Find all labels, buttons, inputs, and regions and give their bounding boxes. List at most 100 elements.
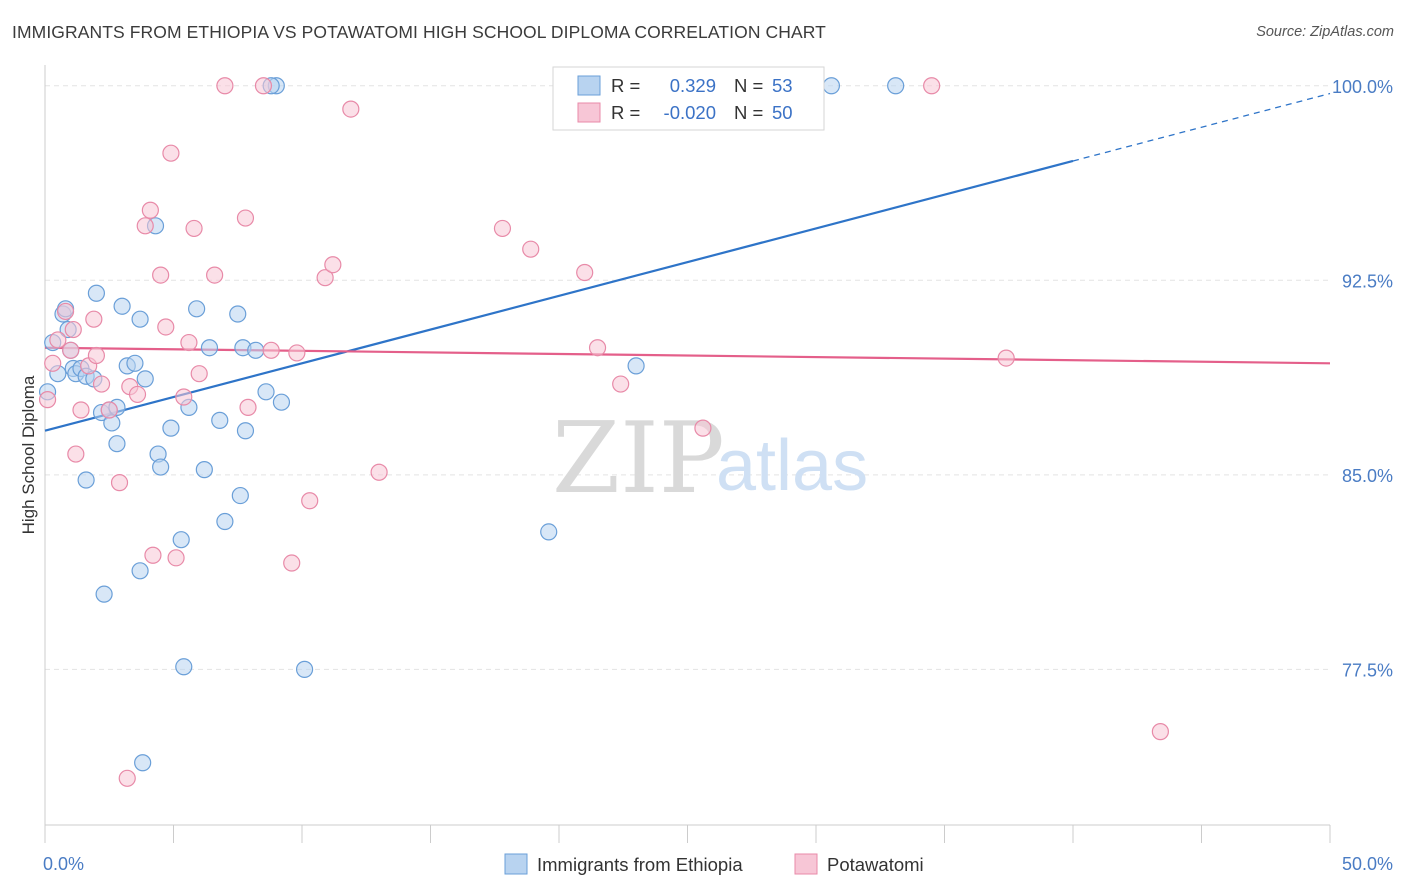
stats-r-value-ethiopia: 0.329 xyxy=(670,75,716,96)
gridlines xyxy=(45,85,1330,670)
stats-swatch-ethiopia xyxy=(577,75,601,96)
chart-source: Source: ZipAtlas.com xyxy=(1256,24,1394,40)
y-tick-label: 85.0% xyxy=(1342,466,1393,486)
trend-line-ethiopia-extension xyxy=(1072,92,1331,162)
point-potawatomi xyxy=(38,391,57,409)
point-potawatomi xyxy=(162,144,180,162)
point-ethiopia xyxy=(172,531,190,549)
point-potawatomi xyxy=(370,463,388,481)
point-potawatomi xyxy=(180,333,198,352)
point-ethiopia xyxy=(822,77,841,95)
point-potawatomi xyxy=(56,302,75,321)
point-potawatomi xyxy=(141,201,159,219)
point-ethiopia xyxy=(152,458,170,476)
point-ethiopia xyxy=(200,339,219,357)
stats-n-label-ethiopia: N = xyxy=(734,75,763,96)
point-potawatomi xyxy=(324,256,342,274)
point-potawatomi xyxy=(493,219,512,238)
point-potawatomi xyxy=(283,554,301,572)
point-potawatomi xyxy=(157,318,175,336)
point-potawatomi xyxy=(152,266,170,284)
point-potawatomi xyxy=(316,269,334,287)
x-tick-label: 0.0% xyxy=(43,854,84,874)
point-potawatomi xyxy=(100,401,118,419)
point-ethiopia xyxy=(272,393,291,411)
point-potawatomi xyxy=(144,546,162,564)
stats-n-label-potawatomi: N = xyxy=(734,102,763,123)
point-ethiopia xyxy=(175,658,193,676)
point-potawatomi xyxy=(128,385,147,404)
stats-legend-box: R = 0.329 N = 53 R = -0.020 N = 50 xyxy=(552,66,825,131)
point-potawatomi xyxy=(190,365,208,383)
point-ethiopia xyxy=(108,435,126,453)
y-tick-label: 92.5% xyxy=(1342,271,1393,291)
point-ethiopia xyxy=(257,383,275,401)
point-potawatomi xyxy=(342,100,360,118)
point-ethiopia xyxy=(540,523,558,541)
point-ethiopia xyxy=(95,585,113,603)
trend-line-ethiopia xyxy=(44,159,1074,432)
point-ethiopia xyxy=(211,411,229,429)
watermark: ZIP atlas xyxy=(552,402,868,516)
point-ethiopia xyxy=(162,419,180,437)
point-ethiopia xyxy=(295,660,314,678)
point-potawatomi xyxy=(239,398,257,416)
point-potawatomi xyxy=(522,240,540,258)
point-potawatomi xyxy=(87,346,106,365)
point-potawatomi xyxy=(588,339,607,357)
stats-r-value-potawatomi: -0.020 xyxy=(664,102,716,123)
y-tick-labels: 100.0% 92.5% 85.0% 77.5% xyxy=(1332,77,1393,681)
point-ethiopia xyxy=(126,354,144,372)
bottom-legend: Immigrants from Ethiopia Potawatomi xyxy=(504,853,924,875)
point-potawatomi xyxy=(64,320,82,339)
point-ethiopia xyxy=(216,512,234,531)
legend-label-ethiopia: Immigrants from Ethiopia xyxy=(537,854,743,875)
point-ethiopia xyxy=(247,341,265,359)
point-ethiopia xyxy=(77,471,95,489)
point-potawatomi xyxy=(110,474,129,492)
point-ethiopia xyxy=(134,754,152,772)
chart-title: IMMIGRANTS FROM ETHIOPIA VS POTAWATOMI H… xyxy=(12,22,826,42)
point-potawatomi xyxy=(136,217,154,235)
point-ethiopia xyxy=(229,305,247,323)
x-tick-label: 50.0% xyxy=(1342,854,1393,874)
x-tick-labels: 0.0% 50.0% xyxy=(43,854,1393,874)
y-axis-title: High School Diploma xyxy=(19,375,38,534)
stats-r-label-ethiopia: R = xyxy=(611,75,640,96)
point-potawatomi xyxy=(167,549,185,567)
point-ethiopia xyxy=(627,357,645,375)
point-potawatomi xyxy=(92,375,111,393)
point-ethiopia xyxy=(231,486,249,505)
point-ethiopia xyxy=(188,300,206,318)
trend-lines xyxy=(44,92,1331,432)
legend-label-potawatomi: Potawatomi xyxy=(827,854,924,875)
stats-swatch-potawatomi xyxy=(577,102,601,123)
point-potawatomi xyxy=(72,401,90,419)
stats-r-label-potawatomi: R = xyxy=(611,102,640,123)
point-ethiopia xyxy=(131,310,149,328)
point-potawatomi xyxy=(236,209,255,227)
data-points xyxy=(38,77,1169,787)
point-potawatomi xyxy=(997,349,1015,367)
point-ethiopia xyxy=(236,422,255,440)
point-ethiopia xyxy=(87,284,106,302)
watermark-atlas: atlas xyxy=(716,426,868,506)
point-potawatomi xyxy=(576,263,594,282)
point-potawatomi xyxy=(301,492,319,510)
point-potawatomi xyxy=(923,77,941,95)
legend-swatch-ethiopia xyxy=(504,853,528,875)
point-potawatomi xyxy=(206,266,224,284)
stats-n-value-potawatomi: 50 xyxy=(772,102,793,123)
y-tick-label: 77.5% xyxy=(1342,660,1393,680)
point-potawatomi xyxy=(254,77,273,95)
point-potawatomi xyxy=(262,341,280,359)
point-potawatomi xyxy=(185,219,203,238)
point-potawatomi xyxy=(694,419,712,437)
point-ethiopia xyxy=(113,297,131,315)
point-potawatomi xyxy=(216,77,234,95)
point-potawatomi xyxy=(612,375,630,393)
point-potawatomi xyxy=(44,354,62,372)
point-potawatomi xyxy=(67,445,85,463)
point-potawatomi xyxy=(175,388,193,406)
